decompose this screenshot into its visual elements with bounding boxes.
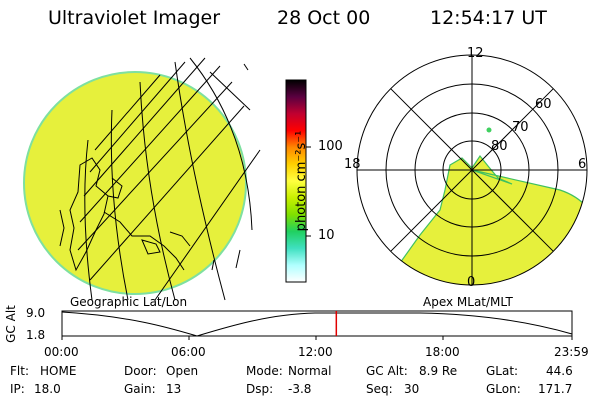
geographic-panel: [23, 57, 261, 301]
glat-label: GLat:: [486, 364, 519, 378]
colorbar-units: photon cm⁻²s⁻¹: [294, 130, 309, 232]
flt-value: HOME: [40, 364, 77, 378]
mode-label: Mode:: [246, 364, 283, 378]
timeline-y-tick-top: 9.0: [26, 306, 46, 320]
coastline-east: [169, 231, 191, 247]
mlat-label-60: 60: [535, 97, 552, 112]
door-value: Open: [166, 364, 199, 378]
time-label: 12:54:17 UT: [430, 7, 547, 29]
mlt-label-18: 18: [344, 157, 361, 172]
colorbar-scale: [285, 79, 307, 283]
timeline-plot: [61, 310, 573, 340]
timeline-x-tick-0000: 00:00: [44, 345, 79, 359]
timeline-frame: [61, 310, 573, 337]
ip-label: IP:: [10, 382, 25, 396]
timeline-x-tick-1200: 12:00: [298, 345, 333, 359]
mlat-label-70: 70: [512, 120, 529, 135]
timeline-x-tick-2359: 23:59: [554, 345, 589, 359]
mode-value: Normal: [288, 364, 332, 378]
colorbar: [285, 79, 311, 283]
timeline-y-tick-bottom: 1.8: [26, 328, 46, 342]
mlt-label-12: 12: [467, 46, 484, 61]
gcalt-label: GC Alt:: [366, 364, 408, 378]
door-label: Door:: [124, 364, 157, 378]
gcalt-value: 8.9 Re: [419, 364, 458, 378]
coastline-island-2: [141, 239, 161, 255]
lat-lon-grid: [77, 57, 261, 301]
auroral-spot: [486, 127, 492, 133]
polar-grid: [356, 54, 588, 286]
auroral-oval: [357, 154, 587, 285]
coastline-main: [69, 157, 109, 272]
gain-label: Gain:: [124, 382, 156, 396]
coastline-island-1: [107, 177, 123, 199]
seq-value: 30: [404, 382, 420, 396]
glat-value: 44.6: [546, 364, 573, 378]
flt-label: Flt:: [10, 364, 29, 378]
coastline-south: [103, 211, 185, 271]
seq-label: Seq:: [366, 382, 393, 396]
colorbar-label-10: 10: [318, 228, 335, 243]
instrument-title: Ultraviolet Imager: [48, 7, 221, 29]
glon-label: GLon:: [486, 382, 521, 396]
dsp-value: -3.8: [288, 382, 312, 396]
timeline-x-tick-0600: 06:00: [171, 345, 206, 359]
colorbar-label-100: 100: [318, 139, 343, 154]
glon-value: 171.7: [538, 382, 573, 396]
timeline-y-label: GC Alt: [4, 305, 18, 343]
apex-caption: Apex MLat/MLT: [423, 295, 513, 309]
mlt-label-0: 0: [467, 275, 476, 290]
mlat-label-80: 80: [491, 139, 508, 154]
mlt-label-6: 6: [578, 157, 587, 172]
coastline-west: [59, 209, 65, 247]
altitude-curve: [61, 311, 573, 337]
polar-panel: [356, 54, 588, 286]
timeline-x-tick-1800: 18:00: [425, 345, 460, 359]
dsp-label: Dsp:: [246, 382, 274, 396]
gain-value: 13: [166, 382, 182, 396]
earth-disk: [23, 71, 247, 295]
geographic-caption: Geographic Lat/Lon: [70, 295, 188, 309]
date-label: 28 Oct 00: [277, 7, 371, 29]
coastlines: [59, 157, 191, 272]
ip-value: 18.0: [34, 382, 61, 396]
